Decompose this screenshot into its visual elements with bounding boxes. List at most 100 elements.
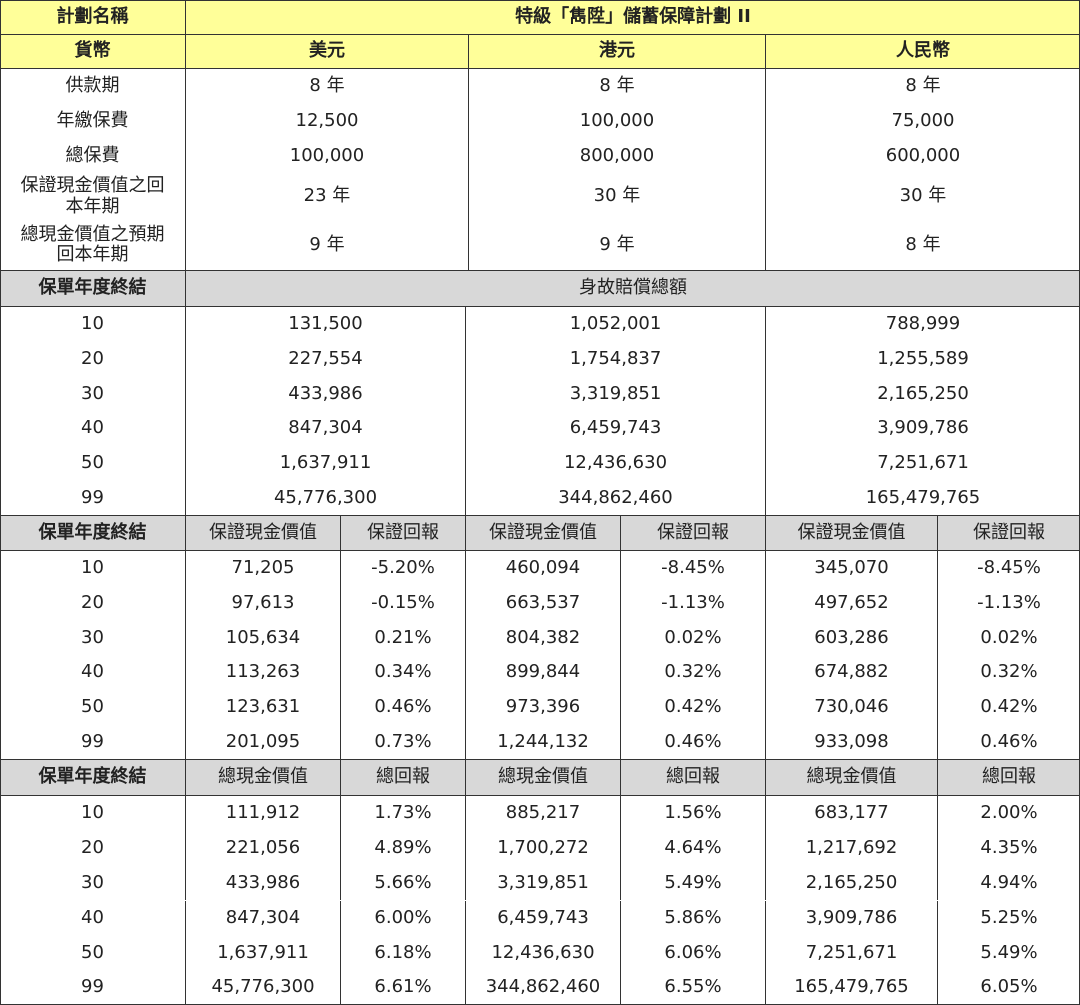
death-benefit-value: 45,776,300: [185, 480, 465, 515]
guaranteed-return: 0.46%: [937, 724, 1080, 759]
total-cash-value: 344,862,460: [465, 970, 620, 1005]
total-return: 6.00%: [340, 900, 465, 936]
guaranteed-cash-value: 497,652: [765, 585, 937, 621]
policy-year: 40: [81, 906, 104, 928]
policy-year: 99: [81, 486, 104, 508]
guaranteed-cash-value: 1,244,132: [465, 724, 620, 759]
plan-name-label: 計劃名稱: [56, 5, 129, 27]
summary-row: 年繳保費 12,500 100,000 75,000: [0, 104, 1080, 139]
guaranteed-return: -8.45%: [620, 551, 765, 586]
guaranteed-return: -0.15%: [340, 585, 465, 621]
total-return: 5.49%: [937, 935, 1080, 971]
death-benefit-value: 344,862,460: [465, 480, 765, 515]
currency-usd: 美元: [185, 35, 468, 68]
guaranteed-cash-value: 123,631: [185, 689, 340, 725]
total-return: 4.89%: [340, 830, 465, 866]
total-return: 1.56%: [620, 796, 765, 831]
summary-value: 23 年: [185, 173, 468, 220]
summary-value: 800,000: [468, 139, 765, 173]
summary-value: 30 年: [468, 173, 765, 220]
table-row: 50 1,637,911 6.18% 12,436,630 6.06% 7,251,671…: [0, 935, 1080, 971]
table-row: 40 847,304 6.00% 6,459,743 5.86% 3,909,786 5.2…: [0, 900, 1080, 936]
summary-value: 9 年: [185, 220, 468, 270]
total-return: 1.73%: [340, 796, 465, 831]
summary-value: 75,000: [765, 104, 1080, 139]
guaranteed-return: -1.13%: [620, 585, 765, 621]
guaranteed-cash-value: 973,396: [465, 689, 620, 725]
guaranteed-return-header: 保證回報: [340, 516, 465, 550]
death-benefit-value: 1,754,837: [465, 341, 765, 377]
table-row: 20 221,056 4.89% 1,700,272 4.64% 1,217,692 4.3…: [0, 830, 1080, 866]
total-cash-value: 2,165,250: [765, 865, 937, 901]
death-benefit-value: 3,319,851: [465, 376, 765, 411]
total-return: 6.18%: [340, 935, 465, 971]
total-return: 5.25%: [937, 900, 1080, 936]
total-value-header: 總現金價值: [765, 760, 937, 795]
table-row: 10 111,912 1.73% 885,217 1.56% 683,177 2.00%: [0, 796, 1080, 831]
guaranteed-cash-value: 663,537: [465, 585, 620, 621]
death-benefit-value: 3,909,786: [765, 411, 1080, 446]
total-return-header: 總回報: [937, 760, 1080, 795]
death-benefit-value: 12,436,630: [465, 445, 765, 481]
table-row: 50 1,637,911 12,436,630 7,251,671: [0, 445, 1080, 481]
total-cash-value: 683,177: [765, 796, 937, 831]
summary-value: 9 年: [468, 220, 765, 270]
policy-year: 99: [81, 730, 104, 752]
summary-value: 8 年: [765, 220, 1080, 270]
total-cash-value: 45,776,300: [185, 970, 340, 1005]
death-benefit-value: 1,052,001: [465, 307, 765, 342]
summary-row: 保證現金價值之回本年期 23 年 30 年 30 年: [0, 173, 1080, 220]
death-benefit-value: 131,500: [185, 307, 465, 342]
total-return: 4.64%: [620, 830, 765, 866]
policy-year: 10: [81, 802, 104, 824]
guaranteed-cash-value: 71,205: [185, 551, 340, 586]
summary-value: 100,000: [185, 139, 468, 173]
policy-year: 50: [81, 451, 104, 473]
guaranteed-return: 0.34%: [340, 655, 465, 690]
guaranteed-return: 0.46%: [620, 724, 765, 759]
death-benefit-header: 保單年度終結 身故賠償總額: [0, 270, 1080, 307]
policy-year: 50: [81, 941, 104, 963]
total-cash-value: 885,217: [465, 796, 620, 831]
total-return: 5.49%: [620, 865, 765, 901]
currency-label: 貨幣: [74, 40, 111, 62]
guaranteed-cash-value: 804,382: [465, 620, 620, 655]
summary-value: 600,000: [765, 139, 1080, 173]
policy-year: 30: [81, 382, 104, 404]
policy-year: 50: [81, 695, 104, 717]
table-row: 30 433,986 5.66% 3,319,851 5.49% 2,165,250 4.9…: [0, 865, 1080, 901]
guaranteed-return: 0.42%: [620, 689, 765, 725]
currency-hkd: 港元: [468, 35, 765, 68]
total-section: 10 111,912 1.73% 885,217 1.56% 683,177 2.00% 20…: [0, 796, 1080, 1005]
total-cash-value: 221,056: [185, 830, 340, 866]
policy-year: 10: [81, 557, 104, 579]
guaranteed-return: -5.20%: [340, 551, 465, 586]
table-row: 20 227,554 1,754,837 1,255,589: [0, 341, 1080, 377]
death-benefit-title: 身故賠償總額: [185, 271, 1080, 306]
currency-row: 貨幣 美元 港元 人民幣: [0, 35, 1080, 69]
guaranteed-value-header: 保證現金價值: [465, 516, 620, 550]
table-row: 99 45,776,300 6.61% 344,862,460 6.55% 165,479…: [0, 970, 1080, 1005]
guaranteed-cash-value: 201,095: [185, 724, 340, 759]
summary-label: 總現金價值之預期回本年期: [20, 223, 165, 265]
total-value-header: 總現金價值: [465, 760, 620, 795]
guaranteed-cash-value: 460,094: [465, 551, 620, 586]
summary-value: 30 年: [765, 173, 1080, 220]
total-return-header: 總回報: [340, 760, 465, 795]
guaranteed-section: 10 71,205 -5.20% 460,094 -8.45% 345,070 -8.45%…: [0, 551, 1080, 759]
summary-value: 8 年: [468, 69, 765, 104]
total-return: 6.05%: [937, 970, 1080, 1005]
total-cash-value: 1,700,272: [465, 830, 620, 866]
total-cash-value: 847,304: [185, 900, 340, 936]
summary-label: 供款期: [65, 75, 120, 97]
total-header: 保單年度終結 總現金價值 總回報 總現金價值 總回報 總現金價值 總回報: [0, 759, 1080, 796]
guaranteed-return-header: 保證回報: [937, 516, 1080, 550]
table-row: 99 45,776,300 344,862,460 165,479,765: [0, 480, 1080, 515]
guaranteed-cash-value: 730,046: [765, 689, 937, 725]
policy-year: 30: [81, 871, 104, 893]
policy-year: 20: [81, 347, 104, 369]
guaranteed-return: 0.32%: [937, 655, 1080, 690]
total-cash-value: 111,912: [185, 796, 340, 831]
